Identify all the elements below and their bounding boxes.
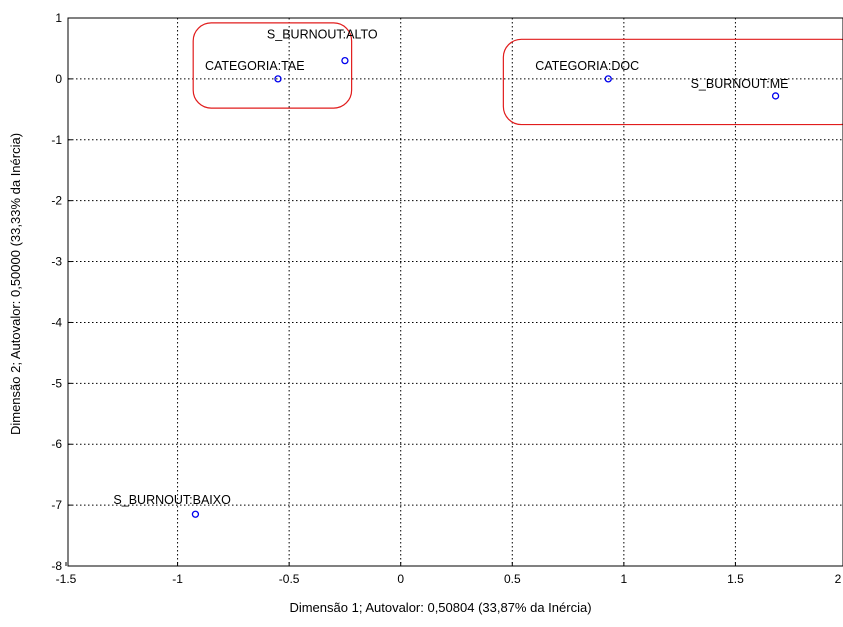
x-tick-label: 0.5 <box>504 572 521 586</box>
y-tick-label: -1 <box>51 133 62 147</box>
point-label: S_BURNOUT:ALTO <box>267 28 378 42</box>
point-label: S_BURNOUT:BAIXO <box>113 493 231 507</box>
y-axis-title: Dimensão 2; Autovalor: 0,50000 (33,33% d… <box>8 133 23 435</box>
y-tick-label: 1 <box>55 11 62 25</box>
x-tick-label: -1 <box>172 572 183 586</box>
y-tick-label: -8 <box>51 559 62 573</box>
data-point <box>191 510 200 518</box>
y-tick-label: -5 <box>51 376 62 390</box>
x-tick-label: -1.5 <box>56 572 77 586</box>
point-label: S_BURNOUT:ME <box>691 77 789 91</box>
y-tick-label: -3 <box>51 255 62 269</box>
x-axis-title: Dimensão 1; Autovalor: 0,50804 (33,87% d… <box>289 600 591 615</box>
tick-labels: -1.5 -1 -0.5 0 0.5 1 1.5 2 1 0 -1 -2 -3 -4 -5 -6 -7 -8 <box>51 11 841 586</box>
point-label: CATEGORIA:DOC <box>535 59 639 73</box>
data-point <box>604 75 612 83</box>
y-tick-label: -4 <box>51 315 62 329</box>
point-label: CATEGORIA:TAE <box>205 59 305 73</box>
data-point <box>274 75 282 83</box>
data-point <box>341 56 349 65</box>
y-tick-label: -2 <box>51 194 62 208</box>
x-tick-label: 1 <box>621 572 628 586</box>
x-tick-label: 2 <box>835 572 842 586</box>
x-tick-label: 1.5 <box>727 572 744 586</box>
x-tick-label: -0.5 <box>279 572 300 586</box>
data-points <box>191 56 780 518</box>
annotation-box <box>502 38 843 126</box>
y-tick-label: -7 <box>51 498 62 512</box>
point-labels: S_BURNOUT:ALTO CATEGORIA:TAE CATEGORIA:DOC… <box>113 28 788 508</box>
y-tick-label: -6 <box>51 437 62 451</box>
data-point <box>771 92 780 100</box>
annotation-layer <box>192 22 843 126</box>
y-tick-label: 0 <box>55 72 62 86</box>
x-tick-label: 0 <box>397 572 404 586</box>
annotation-box <box>192 22 353 109</box>
plot-frame <box>67 17 843 567</box>
grid-lines <box>65 17 843 567</box>
